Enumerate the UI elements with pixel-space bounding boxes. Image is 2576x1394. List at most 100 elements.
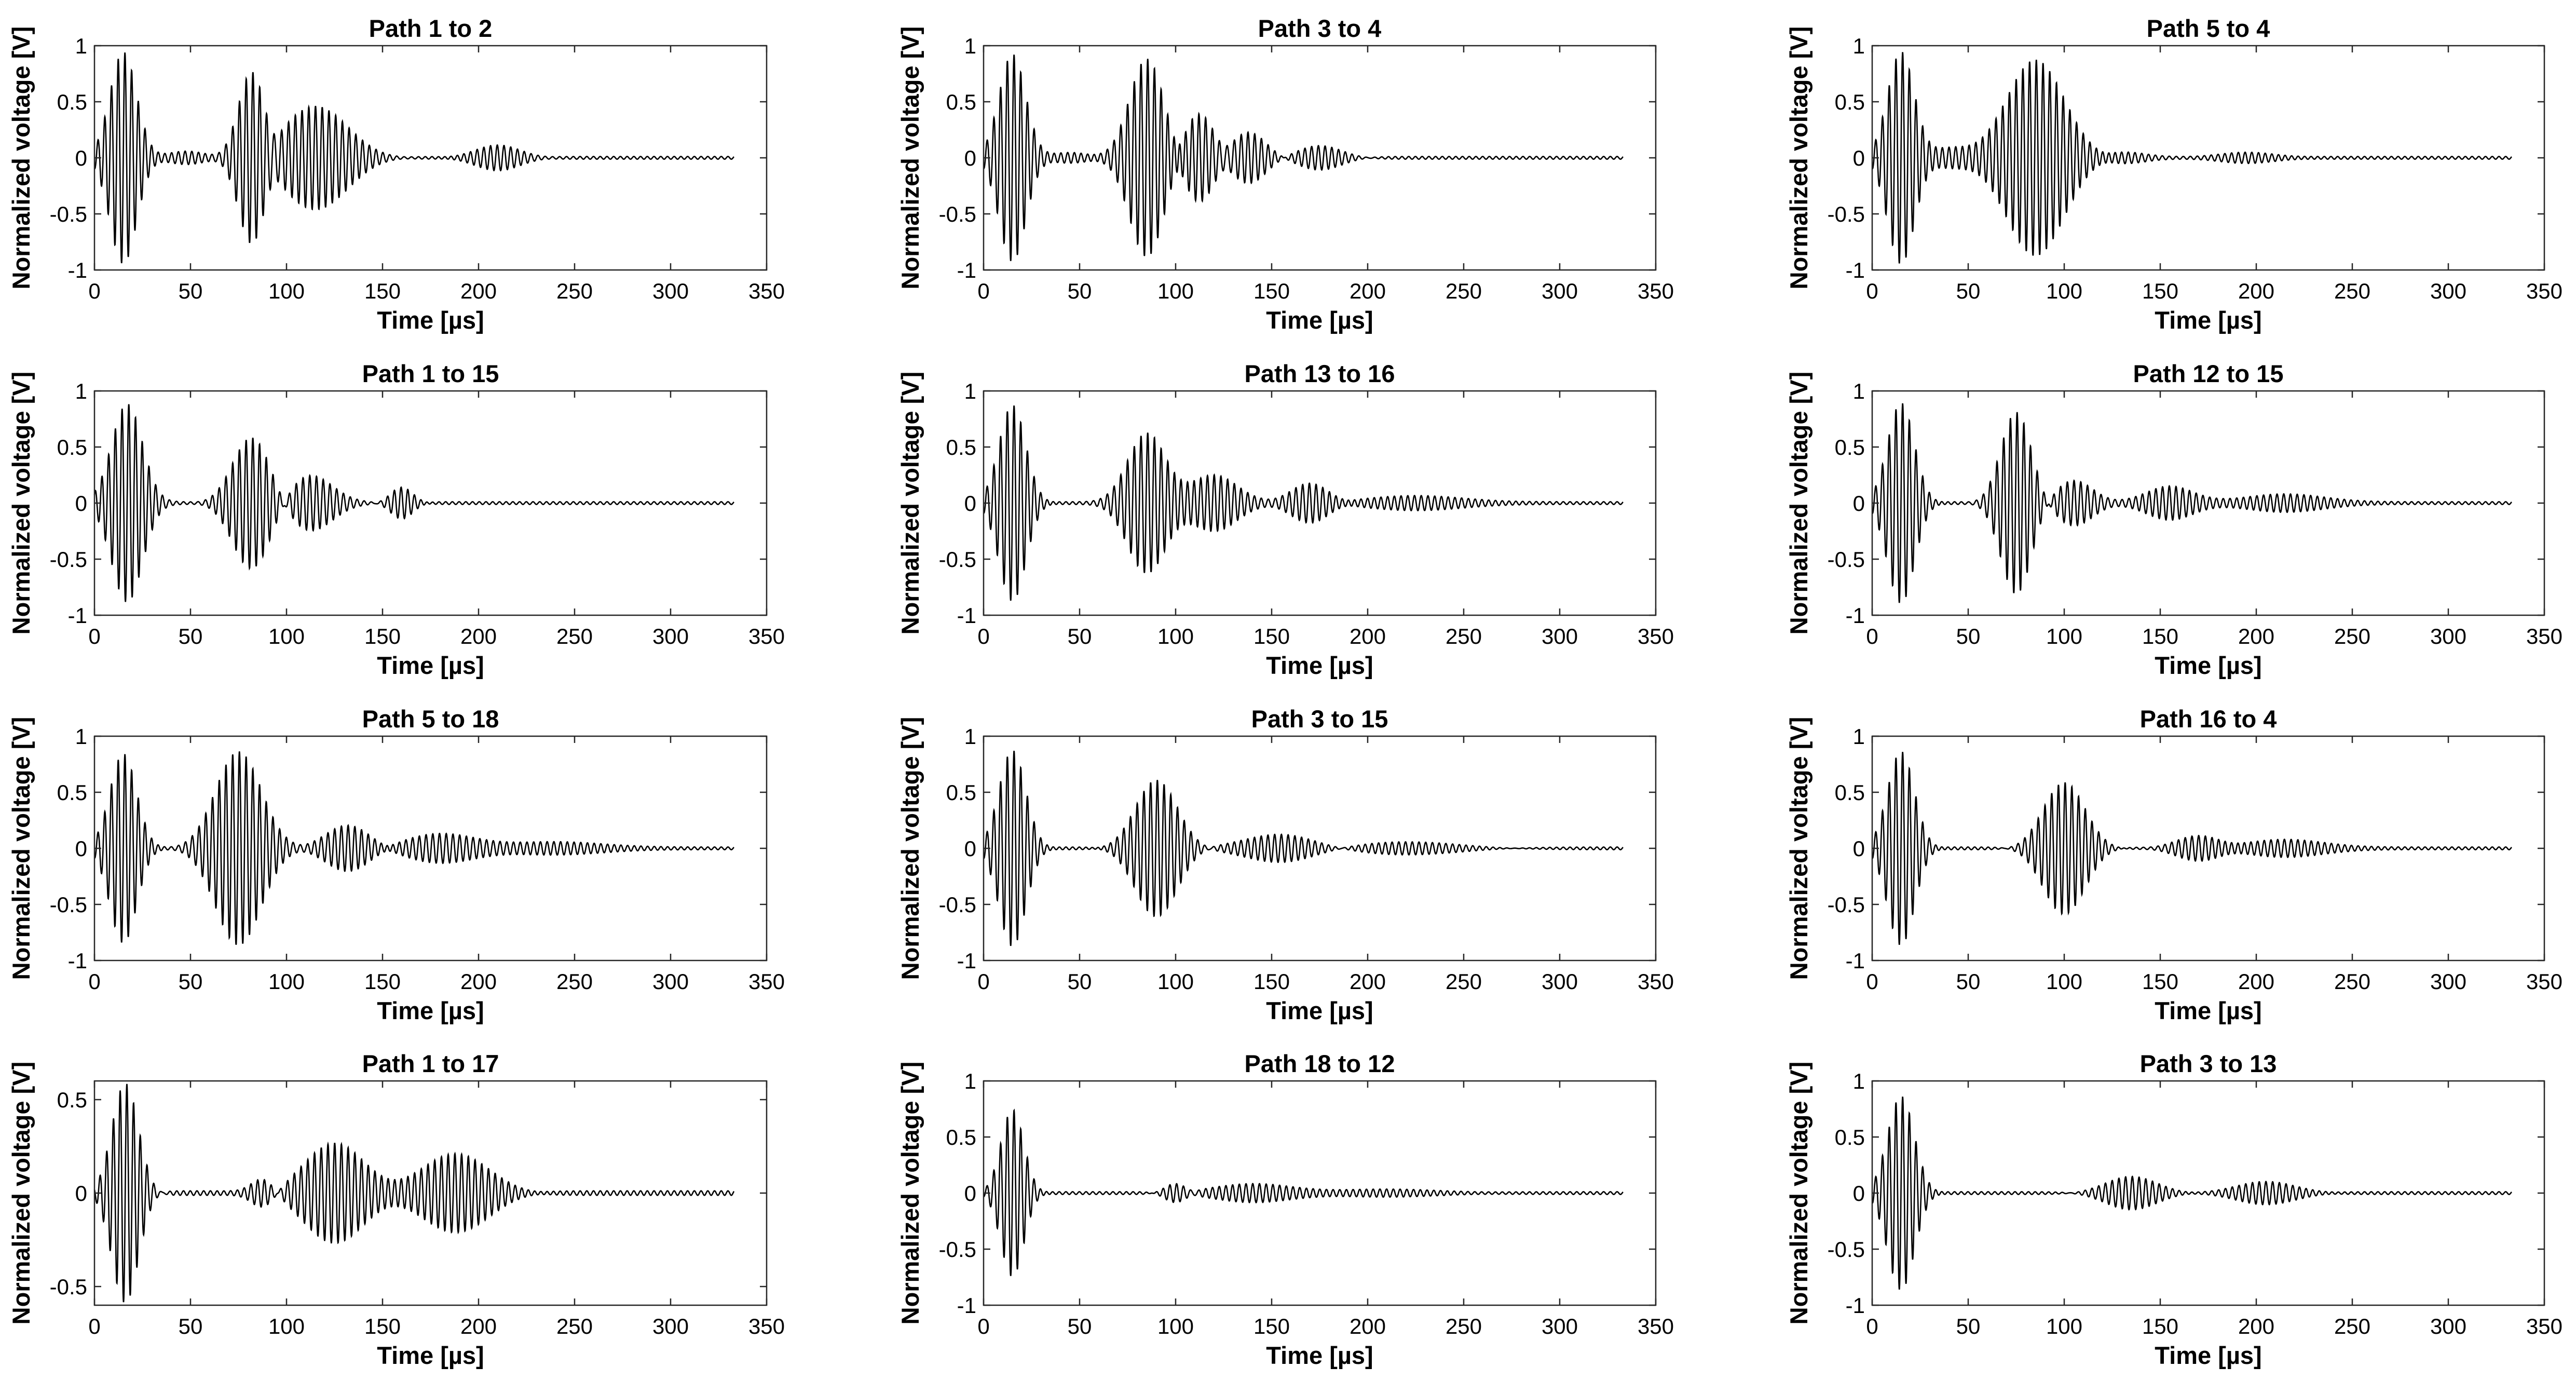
y-tick-label: 0 [75,836,87,861]
y-axis-label: Normalized voltage [V] [1785,26,1812,290]
x-tick-label: 200 [2238,969,2274,994]
y-tick-label: -0.5 [1828,547,1865,572]
x-axis-label: Time [µs] [2155,1342,2261,1369]
x-tick-label: 350 [1638,279,1674,303]
x-axis-label: Time [µs] [2155,997,2261,1024]
y-tick-label: 1 [1853,34,1865,58]
y-tick-label: -0.5 [50,547,87,572]
y-tick-label: 0 [1853,836,1865,861]
subplot-11: 0 50 100 150 200 250 300 350 -1 -0.5 0 0.5 1 Path 18 … [896,1050,1674,1369]
x-tick-label: 200 [2238,279,2274,303]
x-tick-label: 150 [364,1314,401,1338]
y-tick-label: -1 [68,258,87,282]
x-tick-label: 50 [179,969,203,994]
signal-line [1871,751,2512,945]
y-tick-label: 0.5 [946,90,976,114]
x-axis-label: Time [µs] [2155,652,2261,679]
x-tick-label: 250 [1446,1314,1482,1338]
y-tick-label: -1 [68,949,87,973]
signal-line [983,750,1624,946]
y-axis-label: Normalized voltage [V] [1785,1062,1812,1325]
y-tick-label: 1 [964,379,976,403]
x-tick-label: 150 [2142,279,2178,303]
x-tick-label: 150 [1253,624,1290,648]
y-tick-label: 0.5 [57,90,87,114]
y-tick-label: 0 [75,491,87,516]
x-tick-label: 150 [364,279,401,303]
y-tick-label: -1 [1846,258,1865,282]
x-tick-label: 250 [556,624,593,648]
x-tick-label: 350 [748,624,785,648]
x-tick-label: 0 [977,1314,989,1338]
x-tick-label: 50 [179,279,203,303]
subplot-title: Path 12 to 15 [2133,360,2284,387]
y-axis-label: Normalized voltage [V] [7,1062,35,1325]
y-tick-label: -0.5 [50,892,87,917]
y-tick-label: 0 [964,146,976,170]
x-tick-label: 100 [268,279,305,303]
subplot-7: 0 50 100 150 200 250 300 350 -1 -0.5 0 0.5 1 Path 5 t… [7,705,785,1024]
y-tick-label: 1 [75,34,87,58]
signal-line [93,1084,735,1303]
x-tick-label: 300 [652,624,689,648]
x-tick-label: 0 [88,969,100,994]
x-tick-label: 300 [2430,969,2466,994]
y-tick-label: 0 [964,491,976,516]
y-tick-label: -1 [1846,603,1865,628]
x-tick-label: 150 [1253,969,1290,994]
subplot-title: Path 3 to 15 [1251,705,1388,733]
x-tick-label: 250 [2334,969,2370,994]
signal-line [93,52,734,264]
y-tick-label: 1 [75,724,87,749]
x-tick-label: 0 [88,624,100,648]
y-tick-label: 0 [75,146,87,170]
y-tick-label: 0 [964,836,976,861]
x-tick-label: 300 [1542,624,1578,648]
x-tick-label: 200 [1350,969,1386,994]
y-tick-label: -0.5 [939,202,976,226]
x-tick-label: 0 [977,969,989,994]
y-tick-label: 1 [964,34,976,58]
y-tick-label: -1 [1846,949,1865,973]
y-tick-label: 1 [964,724,976,749]
y-tick-label: 0 [964,1181,976,1206]
signal-line [1871,403,2512,603]
x-tick-label: 350 [748,279,785,303]
x-tick-label: 250 [1446,279,1482,303]
y-tick-label: -0.5 [1828,202,1865,226]
x-axis-label: Time [µs] [1266,1342,1373,1369]
x-tick-label: 300 [2430,1314,2466,1338]
y-tick-label: 0.5 [946,1125,976,1149]
signal-line [93,751,734,945]
subplot-title: Path 1 to 15 [362,360,499,387]
subplot-8: 0 50 100 150 200 250 300 350 -1 -0.5 0 0.5 1 Path 3 t… [896,705,1674,1024]
y-tick-label: 1 [1853,1069,1865,1093]
x-tick-label: 200 [1350,1314,1386,1338]
x-tick-label: 200 [1350,279,1386,303]
y-tick-label: -0.5 [50,202,87,226]
x-tick-label: 50 [1068,1314,1092,1338]
y-tick-label: -1 [1846,1293,1865,1318]
x-tick-label: 0 [1866,279,1878,303]
y-tick-label: 0 [1853,1181,1865,1206]
x-tick-label: 150 [2142,969,2178,994]
y-tick-label: -1 [957,258,976,282]
y-tick-label: 1 [1853,379,1865,403]
x-axis-label: Time [µs] [1266,997,1373,1024]
x-axis-label: Time [µs] [1266,652,1373,679]
x-tick-label: 150 [364,624,401,648]
y-tick-label: -0.5 [939,1237,976,1262]
subplot-title: Path 1 to 17 [362,1050,499,1077]
x-tick-label: 300 [1542,279,1578,303]
x-tick-label: 200 [1350,624,1386,648]
x-tick-label: 350 [2526,1314,2563,1338]
y-tick-label: 0.5 [1835,780,1865,805]
x-tick-label: 250 [556,969,593,994]
y-tick-label: -0.5 [939,547,976,572]
x-tick-label: 250 [1446,969,1482,994]
y-tick-label: 0.5 [1835,435,1865,459]
subplot-title: Path 1 to 2 [369,15,493,42]
subplot-4: 0 50 100 150 200 250 300 350 -1 -0.5 0 0.5 1 Path 1 t… [7,360,785,679]
y-tick-label: 1 [75,379,87,403]
